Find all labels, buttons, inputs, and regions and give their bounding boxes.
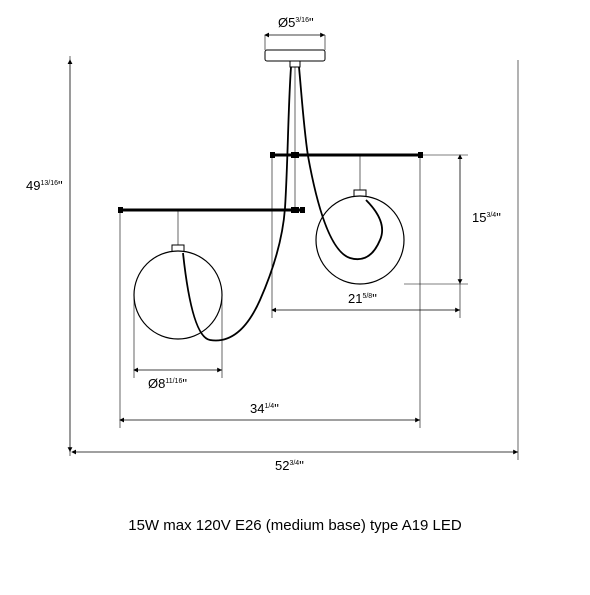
dim-ms-prefix: 34 (250, 401, 264, 416)
dim-rs-suffix: " (372, 291, 377, 306)
dim-rd-frac: 3/4 (486, 212, 496, 219)
dim-canopy-prefix: Ø5 (278, 15, 295, 30)
svg-text:523/4": 523/4" (275, 458, 304, 473)
dim-gd-prefix: Ø8 (148, 376, 165, 391)
dim-h-suffix: " (58, 178, 63, 193)
ceiling-canopy (265, 50, 325, 67)
left-globe (134, 251, 222, 339)
dim-rd-prefix: 15 (472, 210, 486, 225)
right-globe (316, 196, 404, 284)
dim-ms-suffix: " (274, 401, 279, 416)
dim-rs-frac: 5/8 (362, 293, 372, 300)
dim-h-frac: 13/16 (40, 180, 58, 187)
svg-text:Ø53/16": Ø53/16" (278, 15, 314, 30)
spec-text: 15W max 120V E26 (medium base) type A19 … (128, 517, 462, 534)
pendant-light-diagram: Ø53/16" 4913/16" 153/4" 215/8" Ø811/16" … (0, 0, 590, 590)
svg-text:341/4": 341/4" (250, 401, 279, 416)
dim-rd-suffix: " (496, 210, 501, 225)
dim-ow-suffix: " (299, 458, 304, 473)
dim-rs-prefix: 21 (348, 291, 362, 306)
dim-canopy-suffix: " (309, 15, 314, 30)
svg-text:4913/16": 4913/16" (26, 178, 63, 193)
dim-ms-frac: 1/4 (264, 403, 274, 410)
dim-canopy-frac: 3/16 (295, 17, 309, 24)
svg-text:215/8": 215/8" (348, 291, 377, 306)
svg-text:153/4": 153/4" (472, 210, 501, 225)
dim-gd-frac: 11/16 (165, 378, 182, 385)
dim-canopy-diameter: Ø53/16" (265, 15, 325, 50)
dim-ow-prefix: 52 (275, 458, 289, 473)
dim-ow-frac: 3/4 (289, 460, 299, 467)
dim-overall-height: 4913/16" (26, 56, 70, 456)
dim-h-prefix: 49 (26, 178, 40, 193)
svg-text:Ø811/16": Ø811/16" (148, 376, 187, 391)
dim-gd-suffix: " (182, 376, 187, 391)
dim-right-drop: 153/4" (404, 155, 501, 284)
